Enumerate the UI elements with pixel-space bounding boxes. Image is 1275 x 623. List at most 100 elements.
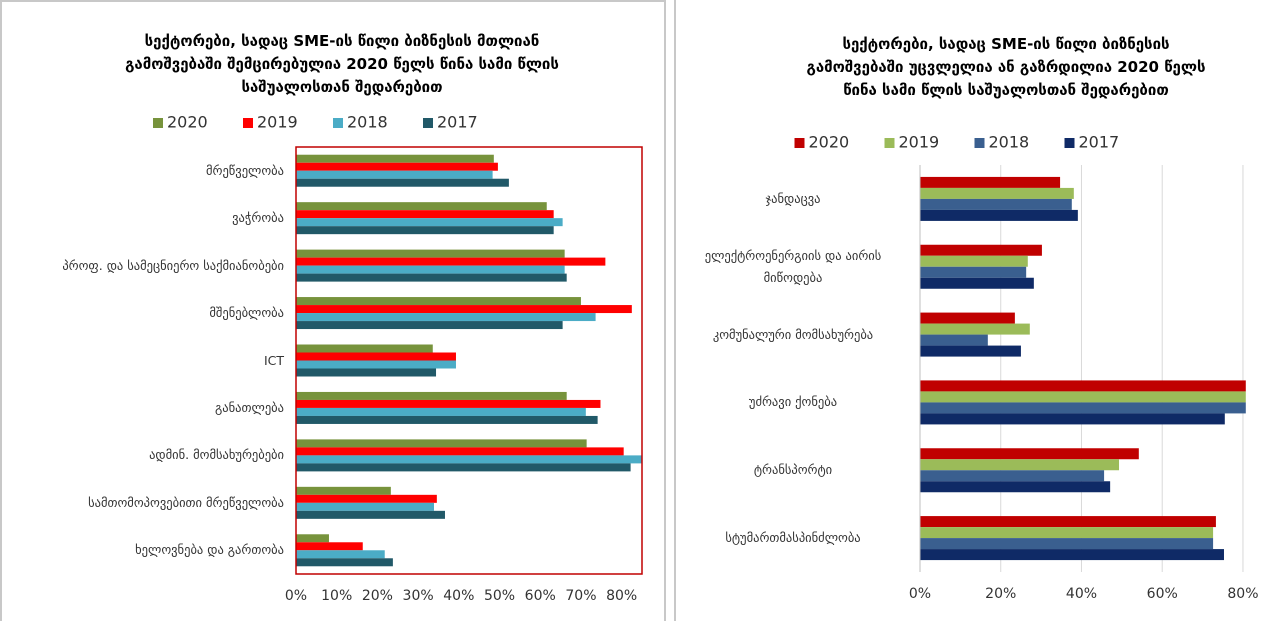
bar (920, 481, 1111, 493)
bar (296, 542, 363, 551)
bar (296, 297, 581, 306)
bar (296, 162, 498, 171)
bar (296, 178, 509, 187)
right-panel: 0% 20% 40% 60% 80% 2020 2019 2018 2017 სექტორები,… (674, 0, 1275, 621)
bar (920, 198, 1072, 210)
chart: 0% 10% 20% 30% 40% 50% 60% 70% 80% 2020 2019 2018 20… (153, 113, 643, 604)
bar (296, 455, 642, 464)
category-label: ICT (263, 352, 284, 368)
x-tick-label: 40% (1066, 586, 1097, 602)
x-tick-label: 0% (909, 586, 931, 602)
left-panel: 0% 10% 20% 30% 40% 50% 60% 70% 80% 2020 2019 2018 20… (0, 0, 666, 621)
plot-border (295, 146, 643, 575)
category-label: სტუმართმასპინძლობა (725, 530, 861, 546)
bar (920, 459, 1120, 471)
x-tick-label: 60% (525, 588, 556, 604)
x-tick-label: 80% (1227, 586, 1258, 602)
x-tick-label: 10% (321, 588, 352, 604)
bar (296, 218, 563, 227)
legend-label: 2018 (989, 133, 1030, 152)
bar (296, 352, 456, 361)
legend-label: 2017 (1079, 133, 1120, 152)
legend-swatch (974, 138, 985, 148)
bar (920, 380, 1246, 392)
bar (920, 448, 1139, 460)
category-label: მშენებლობა (209, 305, 284, 321)
chart-title: სექტორები, სადაც SME-ის წილი ბიზნესის მთ… (125, 32, 559, 96)
bar (920, 277, 1034, 289)
bar (296, 226, 554, 235)
legend-swatch (794, 138, 805, 148)
bar (920, 413, 1225, 425)
bar (920, 323, 1030, 335)
x-tick-label: 20% (985, 586, 1016, 602)
category-label: განათლება (215, 399, 284, 415)
legend-label: 2020 (809, 133, 850, 152)
category-label: ხელოვნება და გართობა (135, 542, 284, 558)
bar (296, 265, 565, 274)
bar (920, 266, 1027, 278)
legend-swatch (884, 138, 895, 148)
bar (920, 209, 1078, 221)
bar (296, 534, 329, 543)
bar (296, 399, 601, 408)
bar (920, 176, 1061, 188)
bar (296, 407, 586, 416)
bar (296, 202, 547, 211)
bar (296, 486, 391, 495)
bar (296, 439, 587, 448)
bar (920, 516, 1216, 528)
bar (296, 415, 598, 424)
bar (296, 249, 565, 258)
legend-label: 2018 (347, 113, 388, 132)
bar (296, 305, 632, 314)
chart: 0% 20% 40% 60% 80% 2020 2019 2018 2017 (794, 133, 1259, 602)
bar (296, 494, 437, 503)
category-label: ელექტროენერგიის და აირის მიწოდება (704, 247, 882, 285)
category-label: ადმინ. მომსახურებები (149, 447, 284, 463)
bar (296, 391, 567, 400)
bar (296, 558, 393, 567)
x-tick-label: 70% (565, 588, 596, 604)
x-tick-label: 0% (285, 588, 307, 604)
bar (296, 257, 606, 266)
legend-label: 2019 (257, 113, 298, 132)
category-label: კომუნალური მომსახურება (712, 326, 874, 342)
category-label: მრეწველობა (205, 162, 284, 178)
bar (296, 463, 631, 472)
bar (920, 334, 988, 346)
bar (296, 273, 567, 282)
chart-title: სექტორები, სადაც SME-ის წილი ბიზნესის გა… (806, 35, 1206, 99)
bar (920, 312, 1015, 324)
bar (920, 402, 1246, 414)
bar (296, 154, 494, 163)
legend-swatch (153, 118, 163, 128)
bar (296, 344, 433, 353)
category-label: ვაჭრობა (232, 210, 284, 226)
bar (296, 447, 624, 456)
bar (296, 170, 493, 179)
bar (920, 549, 1224, 561)
legend-swatch (243, 118, 253, 128)
legend-label: 2020 (167, 113, 208, 132)
bar (920, 538, 1214, 550)
x-tick-label: 60% (1147, 586, 1178, 602)
bar (296, 321, 563, 330)
bar (920, 345, 1021, 357)
x-tick-label: 80% (606, 588, 637, 604)
bar (920, 187, 1074, 199)
bar (920, 255, 1028, 267)
legend-swatch (1064, 138, 1075, 148)
bar (296, 368, 437, 377)
bar (920, 470, 1105, 482)
bar (296, 510, 445, 519)
category-label: პროფ. და სამეცნიერო საქმიანობები (62, 257, 284, 273)
category-label: უძრავი ქონება (748, 394, 838, 410)
bar (296, 502, 434, 511)
x-tick-label: 20% (362, 588, 393, 604)
x-tick-label: 40% (443, 588, 474, 604)
category-label: ჯანდაცვა (765, 190, 821, 206)
bar (920, 527, 1214, 539)
x-tick-label: 30% (403, 588, 434, 604)
